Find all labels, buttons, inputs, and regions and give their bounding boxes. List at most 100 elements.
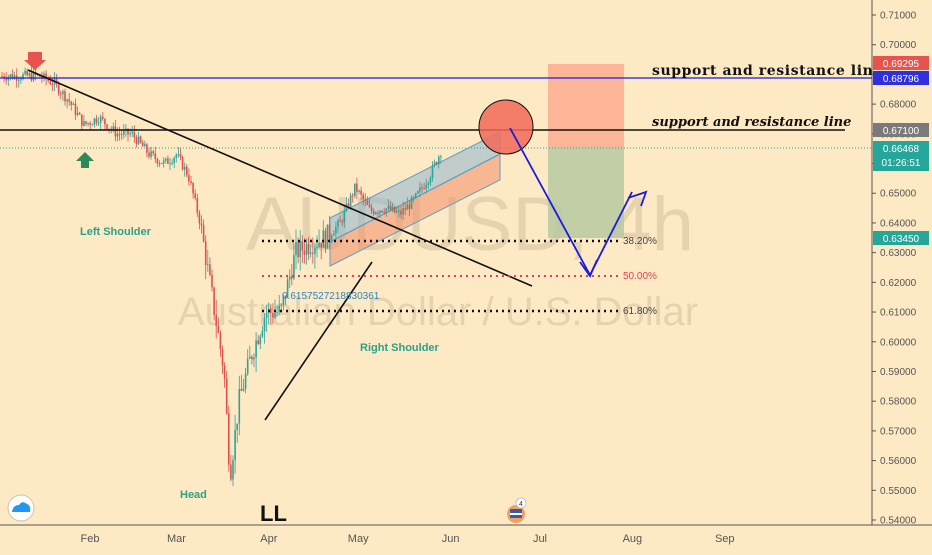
candle-body bbox=[70, 101, 73, 105]
price-tick-label: 0.65000 bbox=[880, 189, 917, 200]
price-tick-label: 0.55000 bbox=[880, 486, 917, 497]
reward-zone bbox=[548, 148, 624, 238]
candle-body bbox=[404, 208, 406, 210]
risk-zone bbox=[548, 64, 624, 148]
candle-body bbox=[286, 279, 289, 298]
tradingview-logo[interactable] bbox=[7, 494, 35, 522]
candle-body bbox=[389, 205, 392, 211]
candle-body bbox=[278, 305, 280, 313]
candle-body bbox=[64, 91, 66, 102]
stray-price-label: 0.6157527218830361 bbox=[282, 291, 380, 302]
candle-body bbox=[316, 246, 318, 248]
candle-body bbox=[255, 340, 257, 358]
candle-body bbox=[347, 203, 350, 207]
candle-body bbox=[318, 242, 320, 247]
price-tag-current-text: 0.66468 bbox=[883, 144, 920, 155]
candle-body bbox=[221, 349, 224, 366]
price-tag-blue-text: 0.68796 bbox=[883, 74, 920, 85]
event-count: 4 bbox=[519, 501, 523, 508]
candle-body bbox=[301, 240, 304, 251]
left-shoulder-label: Left Shoulder bbox=[80, 226, 152, 238]
projection-arrowhead-up bbox=[627, 190, 648, 207]
candle-body bbox=[396, 211, 398, 213]
candle-body bbox=[228, 413, 230, 465]
candle-body bbox=[127, 128, 129, 135]
month-tick-label: Jul bbox=[533, 533, 547, 545]
candle-body bbox=[190, 181, 192, 184]
candle-body bbox=[24, 70, 26, 75]
level-label-1: support and resistance line bbox=[652, 63, 883, 79]
candle-body bbox=[102, 116, 104, 119]
candle-body bbox=[383, 212, 385, 214]
candle-body bbox=[196, 197, 199, 213]
candle-body bbox=[215, 314, 217, 326]
candle-body bbox=[207, 264, 209, 266]
candle-body bbox=[265, 312, 268, 318]
candle-body bbox=[177, 154, 180, 156]
candle-body bbox=[97, 122, 100, 124]
candle-body bbox=[49, 80, 52, 85]
candle-body bbox=[13, 75, 16, 79]
candle-body bbox=[30, 73, 33, 81]
candle-body bbox=[62, 91, 64, 95]
candle-body bbox=[419, 187, 421, 192]
candle-body bbox=[144, 144, 146, 147]
fib-618-label: 61.80% bbox=[623, 306, 657, 317]
candle-body bbox=[154, 153, 157, 159]
candle-body bbox=[219, 332, 222, 350]
price-tick-label: 0.58000 bbox=[880, 397, 917, 408]
candle-body bbox=[400, 210, 402, 215]
event-flag-icon[interactable]: 4 bbox=[507, 497, 527, 523]
candle-body bbox=[192, 183, 194, 194]
candle-body bbox=[146, 144, 148, 153]
candle-body bbox=[76, 112, 79, 115]
candle-body bbox=[135, 137, 138, 144]
candle-body bbox=[372, 211, 375, 214]
candle-body bbox=[440, 156, 442, 158]
candle-body bbox=[156, 158, 159, 164]
price-tag-black-text: 0.67100 bbox=[883, 126, 920, 137]
candle-body bbox=[391, 206, 394, 211]
candle-body bbox=[9, 74, 12, 77]
candle-body bbox=[139, 136, 142, 143]
candle-body bbox=[217, 325, 220, 333]
candle-body bbox=[295, 242, 297, 256]
month-tick-label: May bbox=[348, 533, 369, 545]
candle-body bbox=[162, 160, 165, 164]
price-tick-label: 0.64000 bbox=[880, 218, 917, 229]
candle-body bbox=[22, 74, 24, 80]
candle-body bbox=[412, 197, 415, 199]
candle-body bbox=[169, 163, 171, 165]
candle-body bbox=[211, 274, 213, 288]
candle-body bbox=[194, 193, 196, 198]
month-tick-label: Feb bbox=[81, 533, 100, 545]
candle-body bbox=[181, 157, 184, 170]
candle-body bbox=[43, 73, 45, 79]
candle-body bbox=[431, 165, 434, 178]
candle-body bbox=[32, 71, 35, 81]
candle-body bbox=[246, 358, 249, 374]
price-tick-label: 0.57000 bbox=[880, 426, 917, 437]
price-tick-label: 0.54000 bbox=[880, 516, 917, 527]
candle-body bbox=[377, 212, 379, 214]
candle-body bbox=[288, 276, 291, 280]
head-label: Head bbox=[180, 489, 207, 501]
candle-body bbox=[186, 166, 188, 176]
cloud-logo-icon bbox=[12, 502, 31, 512]
candle-body bbox=[402, 208, 404, 215]
candle-body bbox=[188, 175, 190, 182]
candle-body bbox=[236, 423, 238, 430]
candle-body bbox=[362, 194, 364, 200]
candle-body bbox=[141, 142, 144, 147]
candle-body bbox=[5, 78, 7, 81]
candle-body bbox=[66, 99, 68, 102]
candle-body bbox=[91, 124, 94, 126]
candle-body bbox=[129, 133, 131, 135]
price-tag-red-text: 0.69295 bbox=[883, 59, 920, 70]
price-axis-background bbox=[872, 0, 932, 525]
candle-body bbox=[429, 177, 432, 183]
price-tick-label: 0.56000 bbox=[880, 456, 917, 467]
candle-body bbox=[305, 244, 308, 255]
